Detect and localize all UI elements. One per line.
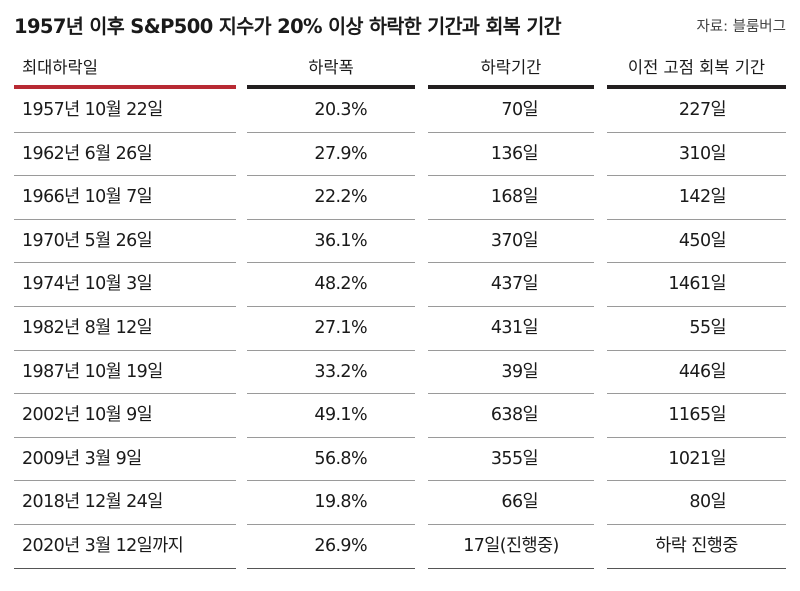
row-divider bbox=[14, 436, 236, 438]
row-divider bbox=[247, 567, 415, 569]
cell-col-decline: 20.3% bbox=[314, 100, 367, 120]
row-divider bbox=[607, 480, 786, 482]
row-divider bbox=[14, 175, 236, 177]
row-divider bbox=[247, 175, 415, 177]
row-divider bbox=[14, 349, 236, 351]
cell-col-recovery: 1021일 bbox=[668, 448, 726, 469]
cell-col-recovery: 1165일 bbox=[668, 405, 726, 426]
row-divider bbox=[247, 218, 415, 220]
row-divider bbox=[607, 131, 786, 133]
cell-col-decline: 22.2% bbox=[314, 187, 367, 208]
cell-col-date: 2018년 12월 24일 bbox=[22, 492, 163, 513]
row-divider bbox=[607, 524, 786, 525]
cell-col-recovery: 142일 bbox=[678, 187, 727, 208]
cell-col-decline: 27.1% bbox=[314, 318, 367, 338]
cell-col-date: 1970년 5월 26일 bbox=[22, 230, 153, 251]
cell-col-duration: 136일 bbox=[490, 143, 539, 164]
cell-col-date: 1974년 10월 3일 bbox=[22, 274, 153, 295]
row-divider bbox=[607, 393, 786, 395]
cell-col-recovery: 80일 bbox=[689, 492, 726, 513]
header-rule-col-date bbox=[14, 85, 236, 89]
cell-col-duration: 437일 bbox=[490, 274, 539, 295]
cell-col-duration: 168일 bbox=[490, 187, 539, 208]
source-label: 자료: 블룸버그 bbox=[696, 19, 786, 35]
row-divider bbox=[428, 524, 594, 525]
row-divider bbox=[607, 349, 786, 351]
cell-col-duration: 66일 bbox=[501, 492, 538, 513]
cell-col-date: 1987년 10월 19일 bbox=[22, 361, 163, 382]
row-divider bbox=[428, 480, 594, 482]
cell-col-decline: 49.1% bbox=[314, 405, 367, 426]
row-divider bbox=[247, 262, 415, 264]
row-divider bbox=[607, 175, 786, 177]
row-divider bbox=[607, 567, 786, 569]
cell-col-date: 2009년 3월 9일 bbox=[22, 448, 142, 469]
header-col-decline: 하락폭 bbox=[308, 58, 354, 77]
row-divider bbox=[607, 262, 786, 264]
cell-col-recovery: 450일 bbox=[678, 230, 727, 251]
cell-col-decline: 27.9% bbox=[314, 143, 367, 164]
row-divider bbox=[428, 131, 594, 133]
cell-col-duration: 70일 bbox=[501, 100, 538, 120]
row-divider bbox=[14, 567, 236, 569]
header-col-duration: 하락기간 bbox=[480, 58, 542, 77]
row-divider bbox=[14, 393, 236, 395]
row-divider bbox=[247, 349, 415, 351]
row-divider bbox=[247, 306, 415, 307]
row-divider bbox=[428, 436, 594, 438]
header-rule-col-decline bbox=[247, 85, 415, 89]
cell-col-recovery: 하락 진행중 bbox=[655, 536, 738, 556]
row-divider bbox=[247, 393, 415, 395]
cell-col-decline: 19.8% bbox=[314, 492, 367, 513]
row-divider bbox=[428, 567, 594, 569]
cell-col-duration: 39일 bbox=[501, 361, 538, 382]
row-divider bbox=[247, 131, 415, 133]
row-divider bbox=[14, 480, 236, 482]
cell-col-decline: 56.8% bbox=[314, 448, 367, 469]
row-divider bbox=[14, 306, 236, 307]
cell-col-duration: 17일(진행중) bbox=[463, 536, 559, 556]
cell-col-date: 1966년 10월 7일 bbox=[22, 187, 153, 208]
row-divider bbox=[428, 175, 594, 177]
cell-col-duration: 370일 bbox=[490, 230, 539, 251]
cell-col-recovery: 227일 bbox=[678, 100, 727, 120]
chart-title: 1957년 이후 S&P500 지수가 20% 이상 하락한 기간과 회복 기간 bbox=[14, 15, 562, 38]
cell-col-decline: 26.9% bbox=[314, 536, 367, 556]
header-rule-col-recovery bbox=[607, 85, 786, 89]
row-divider bbox=[14, 131, 236, 133]
cell-col-duration: 355일 bbox=[490, 448, 539, 469]
cell-col-decline: 33.2% bbox=[314, 361, 367, 382]
cell-col-date: 1962년 6월 26일 bbox=[22, 143, 153, 164]
header-rule-col-duration bbox=[428, 85, 594, 89]
row-divider bbox=[428, 306, 594, 307]
row-divider bbox=[607, 218, 786, 220]
row-divider bbox=[428, 262, 594, 264]
row-divider bbox=[607, 436, 786, 438]
cell-col-decline: 48.2% bbox=[314, 274, 367, 295]
cell-col-duration: 431일 bbox=[490, 318, 539, 338]
row-divider bbox=[14, 262, 236, 264]
cell-col-decline: 36.1% bbox=[314, 230, 367, 251]
cell-col-date: 2020년 3월 12일까지 bbox=[22, 536, 184, 556]
row-divider bbox=[14, 524, 236, 525]
row-divider bbox=[247, 480, 415, 482]
title-row: 1957년 이후 S&P500 지수가 20% 이상 하락한 기간과 회복 기간… bbox=[14, 6, 786, 40]
cell-col-recovery: 310일 bbox=[678, 143, 727, 164]
cell-col-date: 1982년 8월 12일 bbox=[22, 318, 153, 338]
header-col-date: 최대하락일 bbox=[22, 58, 98, 77]
cell-col-recovery: 1461일 bbox=[668, 274, 726, 295]
row-divider bbox=[14, 218, 236, 220]
cell-col-duration: 638일 bbox=[490, 405, 539, 426]
cell-col-date: 1957년 10월 22일 bbox=[22, 100, 163, 120]
cell-col-date: 2002년 10월 9일 bbox=[22, 405, 153, 426]
row-divider bbox=[607, 306, 786, 307]
row-divider bbox=[247, 436, 415, 438]
row-divider bbox=[247, 524, 415, 525]
row-divider bbox=[428, 218, 594, 220]
cell-col-recovery: 446일 bbox=[678, 361, 727, 382]
row-divider bbox=[428, 393, 594, 395]
cell-col-recovery: 55일 bbox=[689, 318, 726, 338]
row-divider bbox=[428, 349, 594, 351]
header-col-recovery: 이전 고점 회복 기간 bbox=[627, 58, 766, 77]
